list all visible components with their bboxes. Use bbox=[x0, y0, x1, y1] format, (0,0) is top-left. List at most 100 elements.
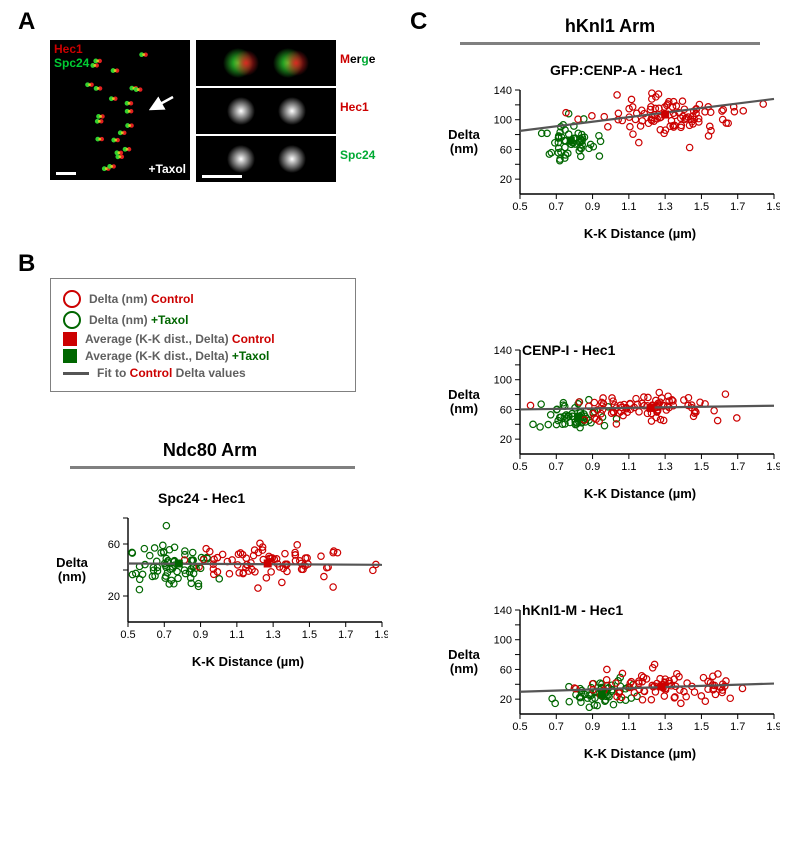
svg-text:0.9: 0.9 bbox=[585, 201, 600, 213]
svg-text:0.9: 0.9 bbox=[193, 629, 208, 641]
svg-text:1.5: 1.5 bbox=[694, 201, 709, 213]
svg-text:1.3: 1.3 bbox=[657, 201, 672, 213]
svg-text:140: 140 bbox=[494, 605, 512, 617]
legend-swatch-icon bbox=[63, 372, 89, 375]
svg-text:0.7: 0.7 bbox=[157, 629, 172, 641]
ylabel-text2: (nm) bbox=[450, 141, 478, 156]
svg-text:1.7: 1.7 bbox=[730, 201, 745, 213]
section-rule-ndc80 bbox=[70, 466, 355, 469]
svg-text:1.9: 1.9 bbox=[766, 721, 780, 733]
panel-label-b: B bbox=[18, 250, 35, 278]
plot-cenpi-svg: 0.50.70.91.11.31.51.71.92060100140 bbox=[480, 342, 780, 482]
section-rule-hknl1 bbox=[460, 42, 760, 45]
panel-label-c: C bbox=[410, 8, 427, 36]
section-title-ndc80: Ndc80 Arm bbox=[120, 440, 300, 461]
legend-text: Average (K-K dist., Delta) Control bbox=[85, 332, 275, 346]
legend-box: Delta (nm) Control Delta (nm) +Taxol Avera… bbox=[50, 278, 356, 392]
ylabel-text: Delta bbox=[448, 387, 480, 402]
legend-row: Delta (nm) +Taxol bbox=[63, 311, 343, 329]
svg-text:100: 100 bbox=[494, 115, 512, 127]
legend-swatch-icon bbox=[63, 349, 77, 363]
svg-text:20: 20 bbox=[108, 591, 120, 603]
micro-merge-svg bbox=[196, 40, 336, 86]
plot-spc24-svg: 0.50.70.91.11.31.51.71.92060 bbox=[88, 510, 388, 650]
chart-title-spc24: Spc24 - Hec1 bbox=[158, 490, 245, 506]
svg-text:20: 20 bbox=[500, 174, 512, 186]
chart-spc24-hec1: Spc24 - Hec1 Delta (nm) 0.5 0.7 0.9 1.1 1.3 1… bbox=[58, 488, 388, 688]
svg-text:1.9: 1.9 bbox=[766, 461, 780, 473]
micro-image-overview: Hec1 Spc24 +Taxol bbox=[50, 40, 190, 180]
merge-g: g bbox=[361, 52, 368, 66]
svg-text:1.5: 1.5 bbox=[302, 629, 317, 641]
svg-text:1.9: 1.9 bbox=[374, 629, 388, 641]
chart-title-cenpa: GFP:CENP-A - Hec1 bbox=[550, 62, 683, 78]
svg-text:1.3: 1.3 bbox=[657, 461, 672, 473]
legend-row: Fit to Control Delta values bbox=[63, 366, 343, 380]
micro-label-spc24: Spc24 bbox=[54, 56, 89, 70]
micro-image-spc24 bbox=[196, 136, 336, 182]
svg-text:1.7: 1.7 bbox=[730, 721, 745, 733]
micro-label-hec1-2: Hec1 bbox=[340, 100, 369, 114]
legend-row: Delta (nm) Control bbox=[63, 290, 343, 308]
micro-image-merge bbox=[196, 40, 336, 86]
svg-text:1.3: 1.3 bbox=[265, 629, 280, 641]
svg-text:1.7: 1.7 bbox=[730, 461, 745, 473]
scale-bar-overview bbox=[56, 172, 76, 175]
ylabel-text2: (nm) bbox=[450, 661, 478, 676]
xlabel-cenpi: K-K Distance (µm) bbox=[560, 486, 720, 501]
svg-text:60: 60 bbox=[500, 144, 512, 156]
svg-text:140: 140 bbox=[494, 85, 512, 97]
merge-m: M bbox=[340, 52, 350, 66]
chart-cenpi-hec1: CENP-I - Hec1 Delta (nm) 0.50.70.91.11.3… bbox=[450, 320, 780, 520]
plot-hknl1m-svg: 0.50.70.91.11.31.51.71.92060100140 bbox=[480, 602, 780, 742]
svg-text:20: 20 bbox=[500, 434, 512, 446]
svg-text:100: 100 bbox=[494, 375, 512, 387]
micro-label-merge: Merge bbox=[340, 52, 375, 66]
ylabel-text: Delta bbox=[448, 127, 480, 142]
svg-text:0.5: 0.5 bbox=[120, 629, 135, 641]
xlabel-hknl1m: K-K Distance (µm) bbox=[560, 746, 720, 761]
svg-text:1.3: 1.3 bbox=[657, 721, 672, 733]
legend-text: Delta (nm) +Taxol bbox=[89, 313, 188, 327]
xlabel-cenpa: K-K Distance (µm) bbox=[560, 226, 720, 241]
svg-text:1.9: 1.9 bbox=[766, 201, 780, 213]
svg-text:0.9: 0.9 bbox=[585, 721, 600, 733]
micro-image-hec1 bbox=[196, 88, 336, 134]
chart-hknl1m-hec1: hKnl1-M - Hec1 Delta (nm) 0.50.70.91.11.… bbox=[450, 580, 780, 780]
arrow-icon bbox=[145, 95, 175, 115]
legend-row: Average (K-K dist., Delta) Control bbox=[63, 332, 343, 346]
svg-text:1.5: 1.5 bbox=[694, 721, 709, 733]
svg-text:60: 60 bbox=[500, 404, 512, 416]
ylabel-text2: (nm) bbox=[58, 569, 86, 584]
svg-text:0.5: 0.5 bbox=[512, 201, 527, 213]
ylabel-text: Delta bbox=[56, 555, 88, 570]
svg-text:0.5: 0.5 bbox=[512, 721, 527, 733]
svg-text:100: 100 bbox=[494, 635, 512, 647]
svg-text:1.5: 1.5 bbox=[694, 461, 709, 473]
svg-text:1.1: 1.1 bbox=[621, 201, 636, 213]
legend-row: Average (K-K dist., Delta) +Taxol bbox=[63, 349, 343, 363]
legend-text: Fit to Control Delta values bbox=[97, 366, 246, 380]
ylabel-text: Delta bbox=[448, 647, 480, 662]
chart-cenpa-hec1: GFP:CENP-A - Hec1 Delta (nm) 0.5 0.7 0.9 1.… bbox=[450, 60, 780, 260]
svg-text:1.1: 1.1 bbox=[229, 629, 244, 641]
micro-label-hec1: Hec1 bbox=[54, 42, 83, 56]
svg-text:0.7: 0.7 bbox=[549, 201, 564, 213]
micro-label-spc24-2: Spc24 bbox=[340, 148, 375, 162]
legend-swatch-icon bbox=[63, 332, 77, 346]
micro-label-taxol: +Taxol bbox=[149, 162, 186, 176]
svg-text:0.9: 0.9 bbox=[585, 461, 600, 473]
svg-text:0.7: 0.7 bbox=[549, 461, 564, 473]
svg-text:60: 60 bbox=[108, 539, 120, 551]
figure-root: A B C Hec1 Spc24 +Taxol bbox=[0, 0, 800, 845]
legend-swatch-icon bbox=[63, 311, 81, 329]
xlabel-spc24: K-K Distance (µm) bbox=[168, 654, 328, 669]
svg-text:0.7: 0.7 bbox=[549, 721, 564, 733]
svg-text:20: 20 bbox=[500, 694, 512, 706]
ylabel-text2: (nm) bbox=[450, 401, 478, 416]
svg-text:0.5: 0.5 bbox=[512, 461, 527, 473]
legend-swatch-icon bbox=[63, 290, 81, 308]
scale-bar-zoom bbox=[202, 175, 242, 178]
legend-text: Delta (nm) Control bbox=[89, 292, 194, 306]
svg-text:60: 60 bbox=[500, 664, 512, 676]
